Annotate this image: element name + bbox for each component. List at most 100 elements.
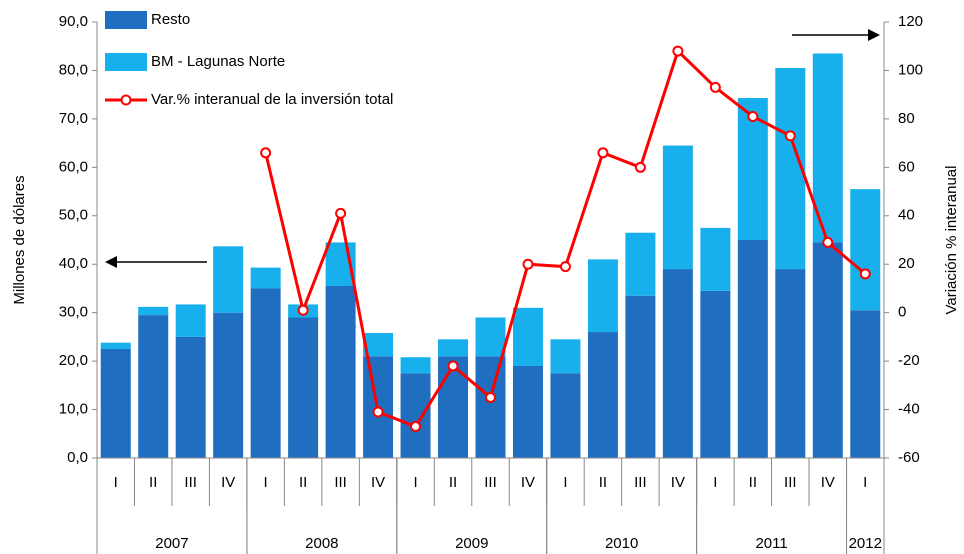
line-marker bbox=[859, 268, 871, 280]
bar bbox=[138, 315, 169, 458]
line-marker bbox=[335, 207, 347, 219]
bar bbox=[138, 306, 169, 316]
group-label: 2010 bbox=[605, 535, 638, 552]
y-tick-label: 50,0 bbox=[59, 207, 88, 224]
legend-label: Resto bbox=[151, 11, 190, 28]
bar bbox=[438, 339, 469, 357]
y2-tick-label: -20 bbox=[898, 352, 920, 369]
x-tick-label: I bbox=[413, 474, 417, 491]
x-tick-label: I bbox=[713, 474, 717, 491]
y2-tick-label: -40 bbox=[898, 401, 920, 418]
y-tick-label: 80,0 bbox=[59, 61, 88, 78]
x-tick-label: III bbox=[334, 474, 347, 491]
bar bbox=[250, 288, 281, 458]
bar bbox=[737, 240, 768, 458]
bar bbox=[475, 356, 506, 458]
x-tick-label: I bbox=[563, 474, 567, 491]
legend-swatch bbox=[120, 94, 132, 106]
bar bbox=[213, 246, 244, 313]
bar bbox=[662, 269, 693, 458]
bar bbox=[175, 304, 206, 337]
y2-axis-label: Variación % interanual bbox=[943, 166, 960, 315]
bar bbox=[775, 269, 806, 458]
bar bbox=[400, 373, 431, 458]
y2-tick-label: 80 bbox=[898, 110, 915, 127]
x-tick-label: III bbox=[634, 474, 647, 491]
x-tick-label: II bbox=[299, 474, 307, 491]
x-tick-label: III bbox=[484, 474, 497, 491]
bar bbox=[438, 356, 469, 458]
group-label: 2011 bbox=[755, 535, 787, 552]
y2-tick-label: 60 bbox=[898, 158, 915, 175]
x-tick-label: IV bbox=[371, 474, 385, 491]
x-tick-label: IV bbox=[821, 474, 835, 491]
line-marker bbox=[522, 258, 534, 270]
y-tick-label: 0,0 bbox=[67, 449, 88, 466]
y2-tick-label: 20 bbox=[898, 255, 915, 272]
line-marker bbox=[634, 161, 646, 173]
x-tick-label: IV bbox=[671, 474, 685, 491]
right-arrow bbox=[792, 29, 880, 41]
line-marker bbox=[709, 81, 721, 93]
y-tick-label: 90,0 bbox=[59, 13, 88, 30]
legend-swatch bbox=[105, 11, 147, 29]
bar bbox=[662, 145, 693, 270]
x-tick-label: II bbox=[449, 474, 457, 491]
bar bbox=[100, 349, 131, 458]
y-tick-label: 10,0 bbox=[59, 401, 88, 418]
line-marker bbox=[447, 360, 459, 372]
line-marker bbox=[559, 261, 571, 273]
bar bbox=[850, 189, 881, 311]
group-label: 2009 bbox=[455, 535, 488, 552]
x-tick-label: I bbox=[114, 474, 118, 491]
y-tick-label: 20,0 bbox=[59, 352, 88, 369]
bar bbox=[625, 295, 656, 458]
y-tick-label: 40,0 bbox=[59, 255, 88, 272]
bar bbox=[512, 365, 543, 458]
bar bbox=[700, 227, 731, 291]
bar bbox=[625, 232, 656, 296]
line-marker bbox=[597, 147, 609, 159]
line-marker bbox=[297, 304, 309, 316]
x-tick-label: II bbox=[599, 474, 607, 491]
bar bbox=[250, 267, 281, 289]
bar bbox=[850, 310, 881, 458]
x-tick-label: III bbox=[784, 474, 797, 491]
bar bbox=[812, 242, 843, 458]
line-marker bbox=[822, 236, 834, 248]
line-marker bbox=[260, 147, 272, 159]
x-tick-label: III bbox=[184, 474, 197, 491]
x-tick-label: IV bbox=[221, 474, 235, 491]
y2-tick-label: 0 bbox=[898, 304, 906, 321]
legend-swatch bbox=[105, 53, 147, 71]
bar bbox=[512, 307, 543, 366]
y2-tick-label: 40 bbox=[898, 207, 915, 224]
y2-tick-label: 120 bbox=[898, 13, 923, 30]
bar bbox=[100, 342, 131, 349]
bar bbox=[175, 336, 206, 458]
line-marker bbox=[672, 45, 684, 57]
y2-tick-label: 100 bbox=[898, 61, 923, 78]
line-marker bbox=[372, 406, 384, 418]
bar bbox=[325, 286, 356, 458]
y-tick-label: 30,0 bbox=[59, 304, 88, 321]
y-axis-label: Millones de dólares bbox=[11, 175, 28, 304]
bar bbox=[550, 339, 581, 374]
legend-label: Var.% interanual de la inversión total bbox=[151, 91, 393, 108]
x-tick-label: I bbox=[863, 474, 867, 491]
x-tick-label: I bbox=[264, 474, 268, 491]
bar bbox=[587, 332, 618, 458]
bar bbox=[400, 357, 431, 374]
left-arrow bbox=[105, 256, 207, 268]
x-tick-label: II bbox=[149, 474, 157, 491]
legend-label: BM - Lagunas Norte bbox=[151, 53, 285, 70]
group-label: 2008 bbox=[305, 535, 338, 552]
bar bbox=[587, 259, 618, 333]
bar bbox=[550, 373, 581, 458]
line-marker bbox=[410, 421, 422, 433]
y-tick-label: 70,0 bbox=[59, 110, 88, 127]
x-tick-label: II bbox=[749, 474, 757, 491]
bar bbox=[475, 317, 506, 357]
bar bbox=[213, 312, 244, 458]
